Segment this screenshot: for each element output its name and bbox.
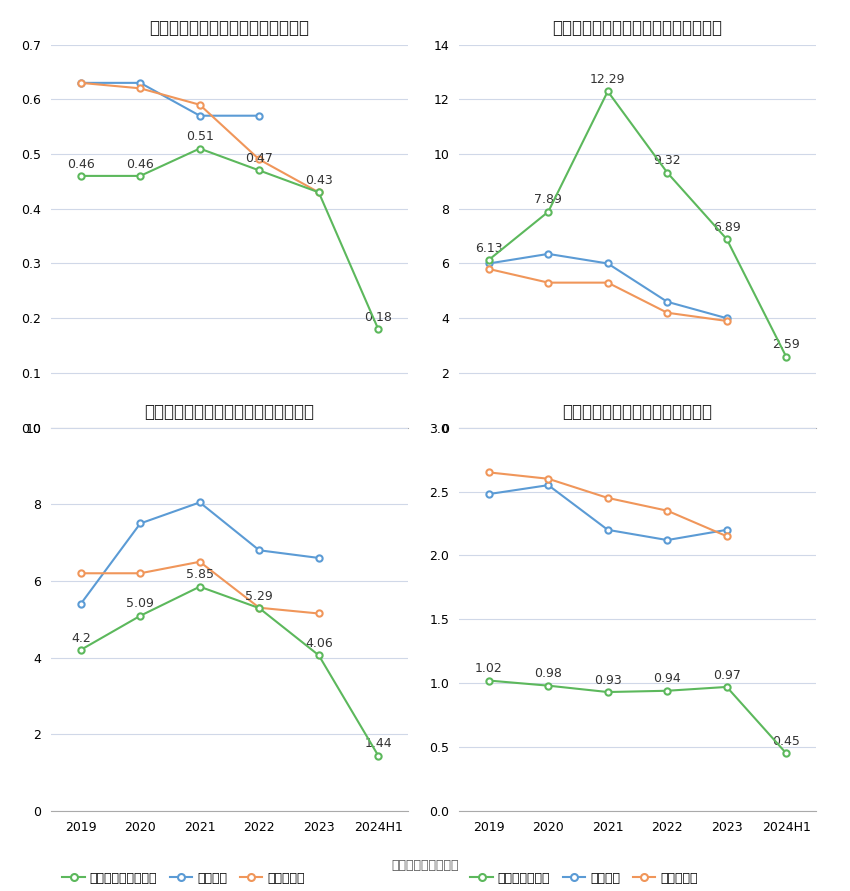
Text: 12.29: 12.29 bbox=[590, 73, 626, 86]
Text: 0.18: 0.18 bbox=[365, 311, 392, 323]
Legend: 公司应收账款周转率, 行业均值, 行业中位数: 公司应收账款周转率, 行业均值, 行业中位数 bbox=[57, 867, 309, 890]
Text: 0.45: 0.45 bbox=[773, 735, 800, 748]
Text: 4.06: 4.06 bbox=[305, 637, 332, 650]
Text: 5.85: 5.85 bbox=[186, 568, 213, 581]
Text: 1.44: 1.44 bbox=[365, 738, 392, 750]
Text: 7.89: 7.89 bbox=[535, 193, 562, 207]
Title: 东富龙历年应收账款周转率情况（次）: 东富龙历年应收账款周转率情况（次） bbox=[144, 403, 314, 421]
Text: 5.09: 5.09 bbox=[127, 598, 154, 610]
Text: 0.93: 0.93 bbox=[594, 674, 621, 687]
Title: 东富龙历年固定资产周转率情况（次）: 东富龙历年固定资产周转率情况（次） bbox=[552, 20, 722, 37]
Text: 0.46: 0.46 bbox=[127, 158, 154, 170]
Legend: 公司总资产周转率, 行业均值, 行业中位数: 公司总资产周转率, 行业均值, 行业中位数 bbox=[57, 484, 303, 507]
Text: 1.02: 1.02 bbox=[475, 662, 502, 675]
Text: 0.47: 0.47 bbox=[246, 152, 273, 165]
Text: 0.98: 0.98 bbox=[535, 667, 562, 681]
Text: 数据来源：恒生聚源: 数据来源：恒生聚源 bbox=[391, 859, 459, 871]
Text: 0.97: 0.97 bbox=[713, 668, 740, 682]
Text: 9.32: 9.32 bbox=[654, 154, 681, 168]
Text: 0.51: 0.51 bbox=[186, 130, 213, 143]
Legend: 公司存货周转率, 行业均值, 行业中位数: 公司存货周转率, 行业均值, 行业中位数 bbox=[465, 867, 703, 890]
Text: 6.13: 6.13 bbox=[475, 241, 502, 255]
Text: 0.46: 0.46 bbox=[67, 158, 94, 170]
Text: 4.2: 4.2 bbox=[71, 632, 91, 644]
Text: 6.89: 6.89 bbox=[713, 221, 740, 233]
Legend: 公司固定资产周转率, 行业均值, 行业中位数: 公司固定资产周转率, 行业均值, 行业中位数 bbox=[465, 484, 717, 507]
Title: 东富龙历年总资产周转率情况（次）: 东富龙历年总资产周转率情况（次） bbox=[150, 20, 309, 37]
Text: 2.59: 2.59 bbox=[773, 339, 800, 351]
Title: 东富龙历年存货周转率情况（次）: 东富龙历年存货周转率情况（次） bbox=[563, 403, 712, 421]
Text: 5.29: 5.29 bbox=[246, 590, 273, 603]
Text: 0.94: 0.94 bbox=[654, 673, 681, 685]
Text: 0.43: 0.43 bbox=[305, 174, 332, 187]
